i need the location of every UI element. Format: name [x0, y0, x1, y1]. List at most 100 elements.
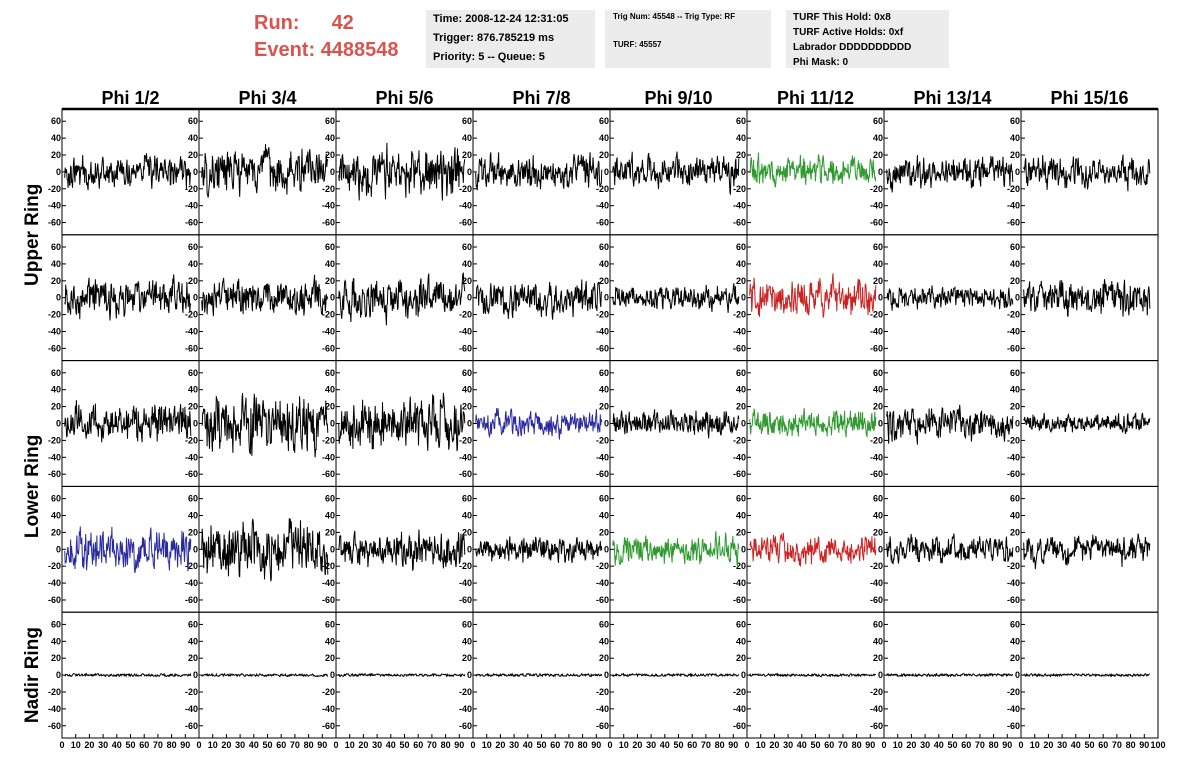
priority-text: Priority: 5 -- Queue: 5: [433, 51, 545, 63]
x-tick-label: 10: [482, 740, 492, 750]
y-tick-label: -60: [733, 595, 746, 605]
y-tick-label: -20: [596, 561, 609, 571]
y-tick-label: 60: [1010, 494, 1020, 504]
waveform-trace: [64, 672, 192, 678]
y-tick-label: 0: [741, 419, 746, 429]
y-tick-label: 0: [1015, 293, 1020, 303]
y-tick-label: 60: [599, 242, 609, 252]
y-tick-label: 20: [873, 276, 883, 286]
waveform-trace: [338, 271, 466, 326]
y-tick-label: 20: [599, 276, 609, 286]
y-tick-label: 0: [467, 670, 472, 680]
x-tick-label: 0: [1018, 740, 1023, 750]
y-tick-label: -60: [1007, 721, 1020, 731]
y-tick-label: -20: [870, 435, 883, 445]
x-tick-label: 50: [262, 740, 272, 750]
x-tick-label: 50: [399, 740, 409, 750]
y-tick-label: -20: [733, 184, 746, 194]
y-tick-label: -60: [48, 218, 61, 228]
waveform-trace: [1023, 672, 1150, 678]
x-tick-label: 30: [920, 740, 930, 750]
y-tick-label: 20: [188, 527, 198, 537]
waveform-trace: [1023, 279, 1151, 317]
y-tick-label: -60: [322, 343, 335, 353]
waveform-trace: [201, 274, 329, 317]
y-tick-label: -60: [185, 218, 198, 228]
y-tick-label: 40: [188, 133, 198, 143]
y-tick-label: 40: [462, 636, 472, 646]
y-tick-label: 60: [462, 494, 472, 504]
x-tick-label: 80: [304, 740, 314, 750]
y-tick-label: -20: [870, 561, 883, 571]
y-tick-label: 20: [736, 402, 746, 412]
y-tick-label: -20: [322, 310, 335, 320]
waveform-trace: [1023, 533, 1151, 570]
waveform-trace: [749, 532, 877, 567]
y-tick-label: 40: [325, 511, 335, 521]
column-header: Phi 5/6: [375, 88, 433, 108]
y-tick-label: -20: [459, 435, 472, 445]
y-tick-label: 40: [599, 259, 609, 269]
y-tick-label: -60: [1007, 343, 1020, 353]
y-tick-label: 40: [188, 511, 198, 521]
y-tick-label: -60: [733, 469, 746, 479]
time-info-box: Time: 2008-12-24 12:31:05 Trigger: 876.7…: [426, 10, 595, 68]
x-tick-label: 20: [632, 740, 642, 750]
y-tick-label: -60: [1007, 218, 1020, 228]
y-tick-label: -40: [48, 578, 61, 588]
column-header: Phi 15/16: [1050, 88, 1128, 108]
x-tick-label: 100: [1150, 740, 1165, 750]
y-tick-label: 20: [873, 527, 883, 537]
y-tick-label: 0: [467, 419, 472, 429]
y-tick-label: -40: [459, 326, 472, 336]
y-tick-label: -40: [185, 201, 198, 211]
y-tick-label: 60: [1010, 242, 1020, 252]
y-tick-label: -20: [185, 435, 198, 445]
turf-hold-text: TURF This Hold: 0x8: [793, 12, 891, 23]
event-label: Event:: [254, 39, 316, 61]
y-tick-label: -20: [733, 435, 746, 445]
y-tick-label: 0: [330, 167, 335, 177]
y-tick-label: 0: [604, 167, 609, 177]
run-event-header: Run: 42 Event: 4488548: [254, 10, 424, 64]
y-tick-label: 60: [873, 619, 883, 629]
waveform-trace: [201, 144, 329, 198]
y-tick-label: 60: [873, 368, 883, 378]
turf-active-text: TURF Active Holds: 0xf: [793, 27, 904, 38]
y-tick-label: 20: [1010, 402, 1020, 412]
x-tick-label: 90: [180, 740, 190, 750]
waveform-trace: [201, 518, 329, 582]
x-tick-label: 60: [276, 740, 286, 750]
y-tick-label: -40: [596, 201, 609, 211]
y-tick-label: -20: [185, 184, 198, 194]
y-tick-label: -60: [733, 343, 746, 353]
y-tick-label: 40: [51, 259, 61, 269]
y-tick-label: 60: [51, 619, 61, 629]
y-tick-label: -40: [459, 452, 472, 462]
y-tick-label: -40: [733, 704, 746, 714]
x-tick-label: 90: [591, 740, 601, 750]
x-tick-label: 80: [441, 740, 451, 750]
y-tick-label: -20: [322, 561, 335, 571]
y-tick-label: -60: [459, 343, 472, 353]
column-header: Phi 7/8: [512, 88, 570, 108]
y-tick-label: 60: [599, 116, 609, 126]
y-tick-label: -40: [596, 704, 609, 714]
y-tick-label: 40: [462, 133, 472, 143]
y-tick-label: -20: [185, 561, 198, 571]
waveform-trace: [886, 285, 1014, 311]
y-tick-label: 40: [599, 636, 609, 646]
y-tick-label: 40: [736, 133, 746, 143]
y-tick-label: 20: [325, 150, 335, 160]
y-tick-label: 0: [467, 167, 472, 177]
y-tick-label: -20: [459, 184, 472, 194]
y-tick-label: -40: [48, 326, 61, 336]
y-tick-label: -20: [322, 687, 335, 697]
y-tick-label: 60: [873, 242, 883, 252]
y-tick-label: 20: [1010, 276, 1020, 286]
y-tick-label: 0: [878, 419, 883, 429]
y-tick-label: 0: [741, 293, 746, 303]
column-header: Phi 3/4: [238, 88, 296, 108]
y-tick-label: 40: [736, 385, 746, 395]
y-tick-label: 40: [51, 385, 61, 395]
